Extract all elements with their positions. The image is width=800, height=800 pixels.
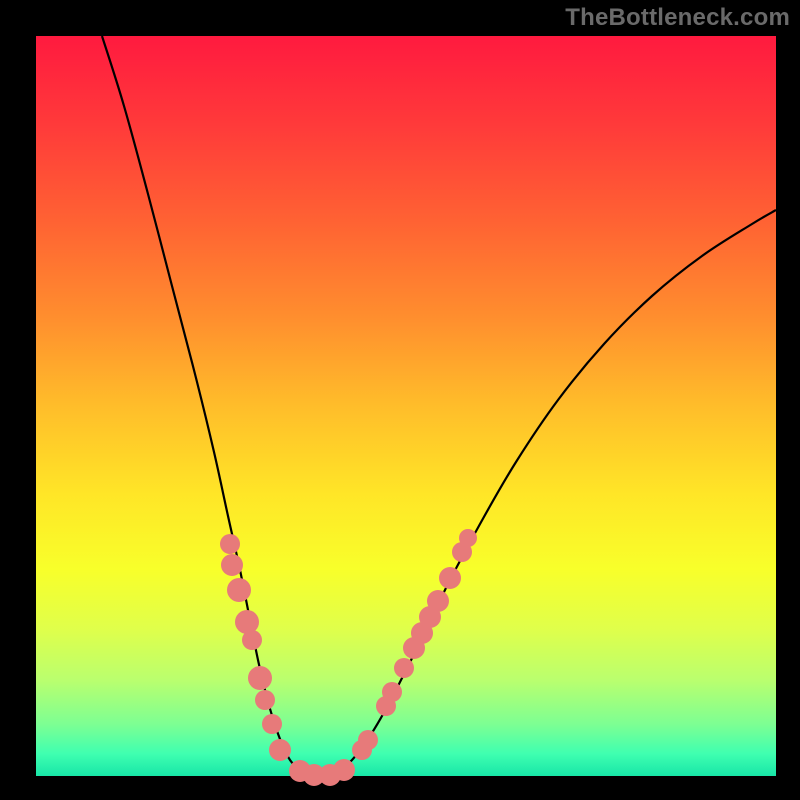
data-marker bbox=[255, 690, 275, 710]
chart-stage: TheBottleneck.com bbox=[0, 0, 800, 800]
data-marker bbox=[358, 730, 378, 750]
data-marker bbox=[382, 682, 402, 702]
data-marker bbox=[333, 759, 355, 781]
data-marker bbox=[248, 666, 272, 690]
plot-area bbox=[36, 36, 776, 776]
data-marker bbox=[269, 739, 291, 761]
data-marker bbox=[220, 534, 240, 554]
data-marker bbox=[242, 630, 262, 650]
data-marker bbox=[439, 567, 461, 589]
data-marker bbox=[394, 658, 414, 678]
data-marker bbox=[227, 578, 251, 602]
data-marker bbox=[262, 714, 282, 734]
watermark-text: TheBottleneck.com bbox=[565, 4, 790, 32]
data-marker bbox=[221, 554, 243, 576]
data-marker bbox=[459, 529, 477, 547]
data-marker bbox=[427, 590, 449, 612]
